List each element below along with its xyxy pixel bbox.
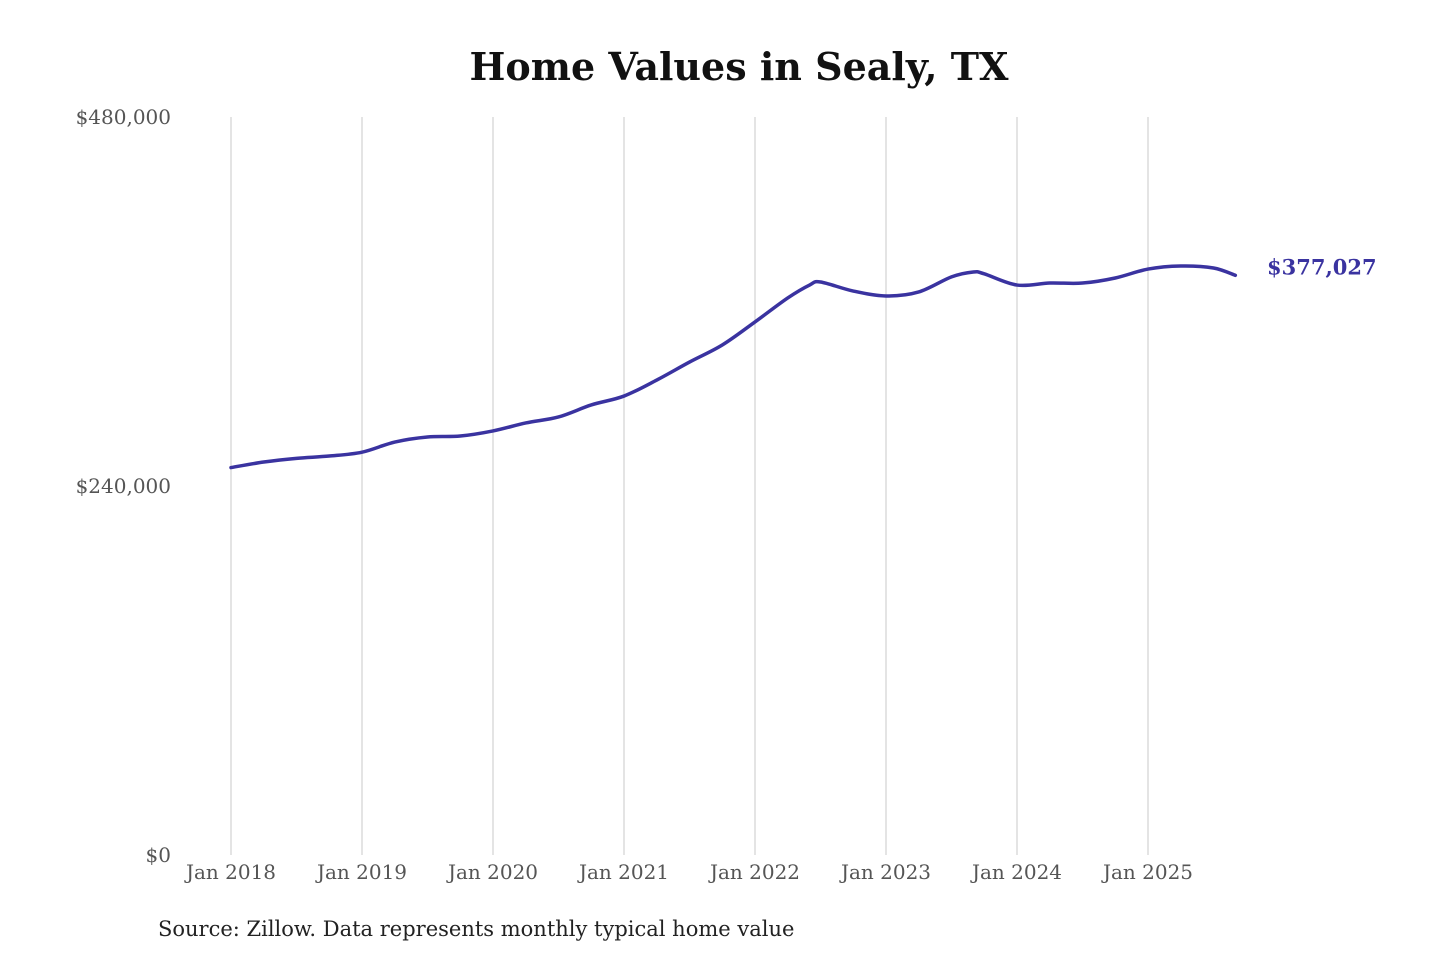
y-tick-label: $0 (146, 843, 171, 867)
x-tick-label: Jan 2025 (1101, 860, 1193, 884)
x-tick-label: Jan 2019 (315, 860, 407, 884)
x-tick-label: Jan 2021 (577, 860, 669, 884)
end-value-label: $377,027 (1267, 254, 1377, 279)
chart-title: Home Values in Sealy, TX (469, 44, 1009, 89)
series-line (229, 264, 1238, 470)
x-tick-label: Jan 2020 (446, 860, 538, 884)
x-tick-label: Jan 2018 (184, 860, 276, 884)
source-note: Source: Zillow. Data represents monthly … (158, 917, 795, 941)
y-tick-label: $240,000 (76, 474, 171, 498)
x-tick-label: Jan 2022 (708, 860, 800, 884)
y-tick-label: $480,000 (76, 105, 171, 129)
x-tick-label: Jan 2023 (839, 860, 931, 884)
x-tick-label: Jan 2024 (970, 860, 1062, 884)
